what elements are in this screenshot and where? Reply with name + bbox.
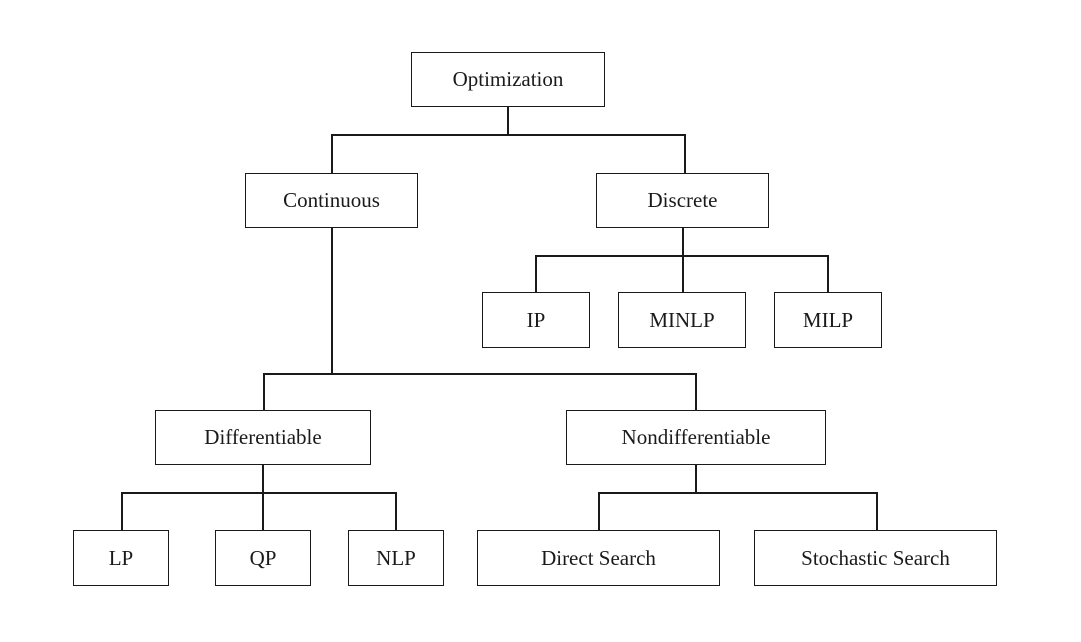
node-label: LP [108,545,134,570]
connector-line [695,373,697,411]
connector-line [535,255,537,293]
node-label: Continuous [283,188,380,212]
connector-line [263,373,697,375]
node-stochastic-search: Stochastic Search [754,530,997,586]
node-milp: MILP [774,292,882,348]
node-label: QP [249,545,277,570]
node-discrete: Discrete [596,173,769,228]
connector-line [121,492,123,531]
node-differentiable: Differentiable [155,410,371,465]
connector-line [598,492,877,494]
connector-line [262,465,264,531]
node-label: Differentiable [204,425,322,449]
connector-line [695,465,697,493]
connector-line [331,134,686,136]
connector-line [263,373,265,411]
node-label: Direct Search [541,545,656,570]
node-label: Nondifferentiable [621,425,771,449]
connector-line [827,255,829,293]
connector-line [682,228,684,293]
node-continuous: Continuous [245,173,418,228]
node-ip: IP [482,292,590,348]
node-label: Optimization [452,67,564,91]
node-label: MINLP [649,307,715,332]
node-label: IP [526,307,546,332]
node-label: MILP [802,307,854,332]
node-nondifferentiable: Nondifferentiable [566,410,826,465]
connector-line [331,228,333,374]
connector-line [535,255,828,257]
connector-line [121,492,396,494]
node-nlp: NLP [348,530,444,586]
node-lp: LP [73,530,169,586]
node-direct-search: Direct Search [477,530,720,586]
connector-line [507,107,509,135]
connector-line [684,134,686,174]
node-label: NLP [376,545,416,570]
node-optimization: Optimization [411,52,605,107]
node-minlp: MINLP [618,292,746,348]
connector-line [876,492,878,531]
node-label: Stochastic Search [801,545,950,570]
node-qp: QP [215,530,311,586]
connector-line [395,492,397,531]
node-label: Discrete [647,188,718,212]
connector-line [598,492,600,531]
connector-line [331,134,333,174]
